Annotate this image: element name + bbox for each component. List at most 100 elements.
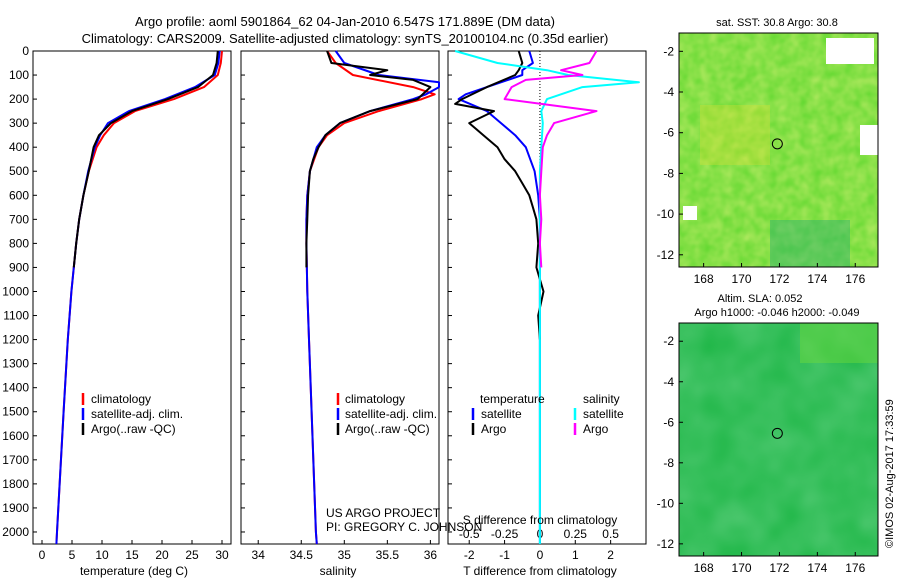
- depth-tick-label: 1200: [2, 333, 29, 347]
- depth-tick-label: 1800: [2, 477, 29, 491]
- map-y-tick-label: -4: [663, 85, 674, 99]
- temperature-plot-frame: [32, 50, 232, 545]
- map-x-tick-label: 168: [694, 272, 714, 286]
- series-line-argo-raw-qc: [72, 50, 219, 268]
- difference-plot-frame: [447, 50, 647, 545]
- legend-label: satellite: [583, 407, 624, 421]
- depth-tick-label: 200: [9, 92, 29, 106]
- x-tick-label: 0: [537, 548, 544, 562]
- depth-tick-label: 1400: [2, 381, 29, 395]
- x-tick-label: 1: [572, 548, 579, 562]
- depth-tick-label: 1000: [2, 284, 29, 298]
- x-tick-label: 15: [125, 548, 139, 562]
- header-line-1: Argo profile: aoml 5901864_62 04-Jan-201…: [135, 14, 555, 29]
- x-tick-label: 0: [39, 548, 46, 562]
- map-y-tick-label: -10: [657, 207, 675, 221]
- legend-label: satellite-adj. clim.: [345, 407, 437, 421]
- sst-missing-data: [683, 206, 697, 220]
- sla-map: [678, 322, 879, 557]
- s-diff-tick-label: -0.5: [459, 527, 480, 541]
- sla-high-patch: [800, 323, 878, 363]
- depth-tick-label: 700: [9, 212, 29, 226]
- legend-label: satellite: [481, 407, 522, 421]
- map-x-tick-label: 170: [732, 561, 752, 575]
- salinity-series: [305, 50, 440, 545]
- temperature-legend: climatology satellite-adj. clim. Argo(..…: [81, 392, 183, 436]
- x-tick-label: 35: [338, 548, 352, 562]
- sla-map-y-axis: -2 -4 -6 -8 -10 -12: [657, 334, 683, 551]
- argo-location-marker: [771, 427, 783, 439]
- map-y-tick-label: -12: [657, 537, 675, 551]
- series-line-argo-raw-qc: [305, 50, 432, 268]
- sla-map-title: Altim. SLA: 0.052: [718, 293, 803, 305]
- sla-map-x-axis: 168 170 172 174 176: [694, 552, 866, 575]
- depth-tick-label: 0: [22, 44, 29, 58]
- salinity-x-axis: 34 34.5 35 35.5 36: [252, 540, 438, 562]
- series-line-satellite-adj-clim: [305, 50, 440, 545]
- series-line-satellite-adj-clim: [55, 50, 221, 545]
- difference-series: [454, 50, 640, 544]
- legend-label: Argo(..raw -QC): [91, 422, 176, 436]
- map-y-tick-label: -8: [663, 456, 674, 470]
- depth-tick-label: 500: [9, 164, 29, 178]
- temperature-axis-label: temperature (deg C): [80, 564, 188, 578]
- sst-missing-data: [826, 38, 874, 64]
- map-y-tick-label: -6: [663, 126, 674, 140]
- depth-axis: 0 100 200 300 400 500 600 700 800 900 1000 1100 1200…: [2, 44, 452, 539]
- x-tick-label: 30: [215, 548, 229, 562]
- legend-label: climatology: [345, 392, 405, 406]
- salinity-plot-frame: [240, 50, 440, 545]
- sst-map-x-axis: 168 170 172 174 176: [694, 263, 866, 286]
- depth-tick-label: 1500: [2, 405, 29, 419]
- depth-tick-label: 900: [9, 260, 29, 274]
- series-line-s-satellite: [454, 50, 640, 544]
- series-line-s-argo: [503, 50, 598, 268]
- sst-warm-patch: [700, 105, 770, 165]
- sst-map-y-axis: -2 -4 -6 -8 -10 -12: [657, 44, 683, 262]
- depth-tick-label: 400: [9, 140, 29, 154]
- temperature-series: [55, 50, 223, 545]
- s-diff-tick-label: -0.25: [491, 527, 519, 541]
- depth-tick-label: 2000: [2, 525, 29, 539]
- legend-title-temperature: temperature: [480, 392, 545, 406]
- depth-tick-label: 800: [9, 236, 29, 250]
- temperature-x-axis: 0 5 10 15 20 25 30: [39, 540, 229, 562]
- x-tick-label: -1: [499, 548, 510, 562]
- s-diff-tick-label: 0.25: [564, 527, 588, 541]
- x-tick-label: 5: [69, 548, 76, 562]
- series-line-climatology: [305, 50, 436, 545]
- sst-map-title: sat. SST: 30.8 Argo: 30.8: [716, 17, 838, 29]
- map-y-tick-label: -2: [663, 334, 674, 348]
- x-tick-label: 36: [424, 548, 438, 562]
- depth-tick-label: 600: [9, 188, 29, 202]
- s-diff-tick-label: 0.5: [602, 527, 619, 541]
- sla-map-frame: [678, 322, 879, 557]
- sla-map-texture: [679, 323, 878, 556]
- depth-tick-label: 1900: [2, 501, 29, 515]
- legend-label: climatology: [91, 392, 151, 406]
- legend-label: Argo(..raw -QC): [345, 422, 430, 436]
- x-tick-label: 34: [252, 548, 266, 562]
- x-tick-label: 25: [185, 548, 199, 562]
- sst-map-frame: [678, 32, 879, 268]
- legend-label: Argo: [481, 422, 507, 436]
- map-x-tick-label: 174: [807, 561, 827, 575]
- salinity-axis-label: salinity: [320, 564, 357, 578]
- imos-watermark: ©IMOS 02-Aug-2017 17:33:59: [884, 399, 896, 548]
- depth-tick-label: 1300: [2, 357, 29, 371]
- map-x-tick-label: 170: [732, 272, 752, 286]
- difference-legend: temperature salinity satellite Argo sate…: [471, 392, 624, 436]
- sla-map-subtitle: Argo h1000: -0.046 h2000: -0.049: [694, 307, 859, 319]
- series-line-climatology: [55, 50, 223, 545]
- sst-missing-data: [860, 125, 878, 155]
- depth-tick-label: 1700: [2, 453, 29, 467]
- header-line-2: Climatology: CARS2009. Satellite-adjuste…: [82, 31, 609, 46]
- map-y-tick-label: -10: [657, 496, 675, 510]
- sst-cool-patch: [770, 220, 850, 267]
- depth-tick-label: 1100: [3, 309, 29, 323]
- depth-tick-label: 300: [9, 116, 29, 130]
- pi-credit: PI: GREGORY C. JOHNSON: [326, 520, 482, 534]
- map-x-tick-label: 174: [807, 272, 827, 286]
- map-x-tick-label: 172: [769, 561, 789, 575]
- x-tick-label: -2: [464, 548, 475, 562]
